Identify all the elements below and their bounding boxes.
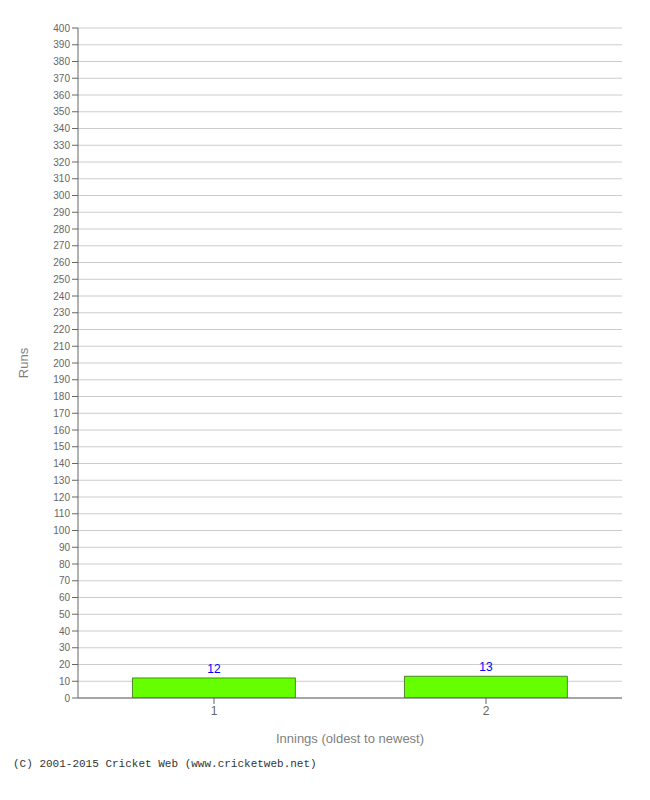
svg-text:340: 340 [53, 123, 70, 134]
svg-text:0: 0 [64, 693, 70, 704]
svg-text:290: 290 [53, 207, 70, 218]
svg-text:170: 170 [53, 408, 70, 419]
svg-text:110: 110 [54, 508, 70, 519]
svg-text:260: 260 [53, 257, 70, 268]
svg-text:60: 60 [59, 592, 71, 603]
svg-text:150: 150 [53, 441, 70, 452]
svg-text:140: 140 [53, 458, 70, 469]
svg-text:50: 50 [59, 609, 71, 620]
svg-text:12: 12 [207, 662, 221, 676]
svg-text:350: 350 [53, 106, 70, 117]
svg-text:160: 160 [53, 425, 70, 436]
svg-text:280: 280 [53, 224, 70, 235]
svg-text:130: 130 [53, 475, 70, 486]
svg-text:20: 20 [59, 659, 71, 670]
svg-text:90: 90 [59, 542, 71, 553]
svg-text:250: 250 [53, 274, 70, 285]
svg-text:200: 200 [53, 358, 70, 369]
svg-text:13: 13 [479, 660, 493, 674]
svg-text:390: 390 [53, 39, 70, 50]
svg-text:320: 320 [53, 157, 70, 168]
html-text:(C) 2001-2015 Cricket Web (www: (C) 2001-2015 Cricket Web (www.cricketwe… [13, 758, 317, 770]
svg-text:300: 300 [53, 190, 70, 201]
svg-text:Innings (oldest to newest): Innings (oldest to newest) [276, 731, 424, 746]
svg-text:70: 70 [59, 575, 71, 586]
svg-text:30: 30 [59, 642, 71, 653]
svg-text:230: 230 [53, 307, 70, 318]
svg-text:10: 10 [59, 676, 71, 687]
svg-text:40: 40 [59, 626, 71, 637]
svg-text:240: 240 [53, 291, 70, 302]
svg-text:400: 400 [53, 23, 70, 34]
svg-text:80: 80 [59, 559, 71, 570]
svg-text:220: 220 [53, 324, 70, 335]
svg-text:210: 210 [53, 341, 70, 352]
svg-text:190: 190 [53, 374, 70, 385]
svg-text:310: 310 [53, 173, 70, 184]
svg-text:270: 270 [53, 240, 70, 251]
svg-text:370: 370 [53, 73, 70, 84]
svg-text:330: 330 [53, 140, 70, 151]
svg-text:2: 2 [483, 704, 490, 718]
svg-text:120: 120 [53, 492, 70, 503]
svg-text:1: 1 [211, 704, 218, 718]
svg-text:360: 360 [53, 90, 70, 101]
svg-text:100: 100 [53, 525, 70, 536]
svg-text:180: 180 [53, 391, 70, 402]
svg-text:380: 380 [53, 56, 70, 67]
svg-text:Runs: Runs [16, 347, 31, 378]
